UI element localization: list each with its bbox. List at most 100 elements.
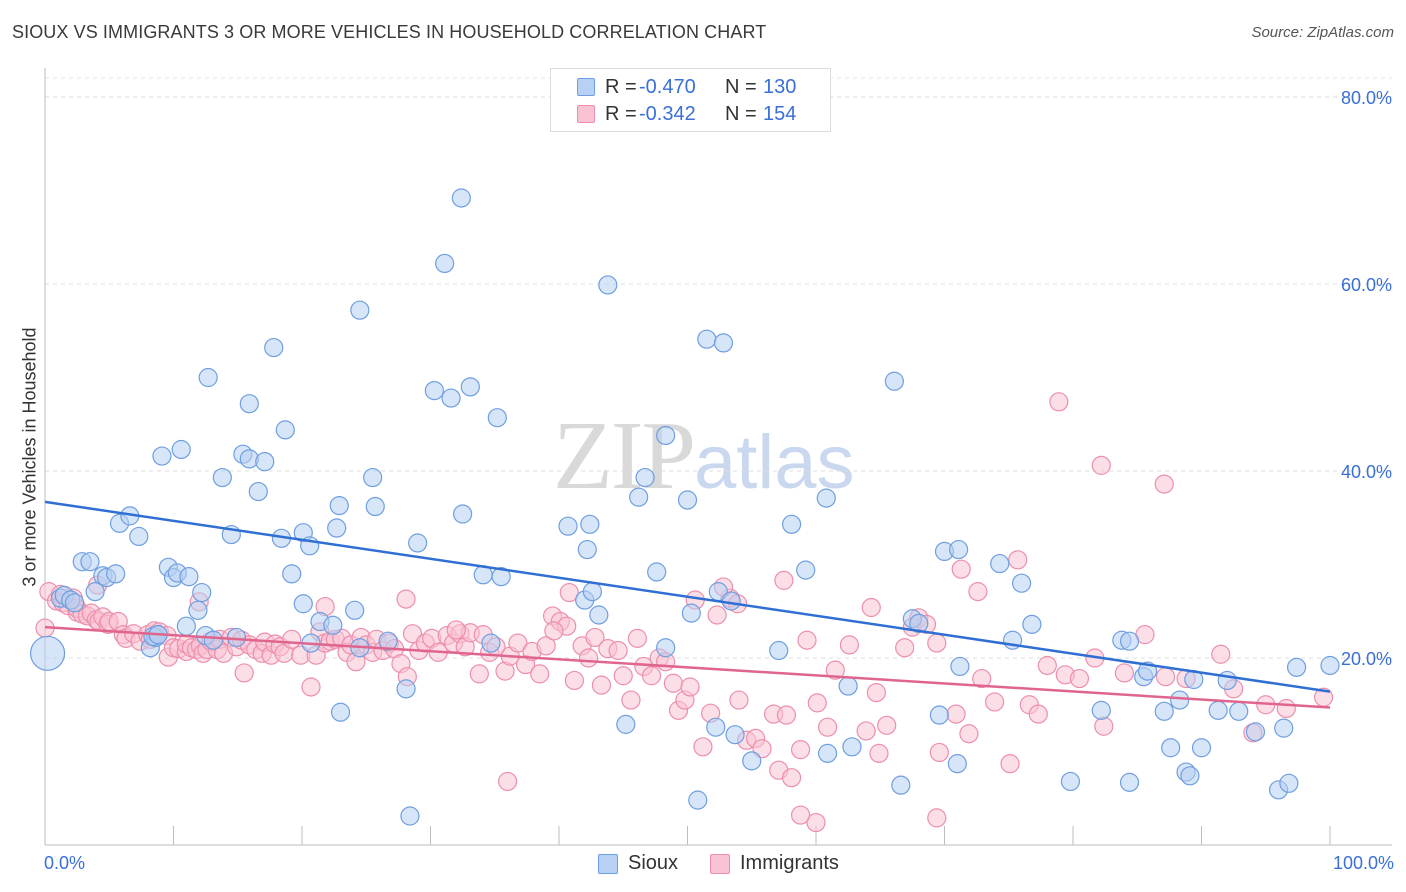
immigrants-point	[234, 663, 254, 683]
sioux-point	[323, 615, 343, 635]
sioux-point	[179, 567, 199, 587]
legend-swatch-immigrants	[577, 105, 595, 123]
immigrants-point	[663, 673, 683, 693]
sioux-point	[363, 467, 383, 488]
immigrants-point	[927, 808, 947, 828]
sioux-point	[212, 467, 232, 488]
immigrants-point	[781, 768, 802, 788]
sioux-point	[1191, 738, 1212, 758]
sioux-point	[424, 380, 444, 401]
immigrants-point	[807, 693, 827, 713]
immigrants-point	[946, 704, 966, 724]
legend-swatch-immigrants	[710, 853, 730, 874]
immigrants-point	[866, 682, 886, 703]
sioux-point	[1170, 690, 1190, 710]
legend-row-immigrants: R = -0.342 N = 154	[577, 102, 796, 126]
immigrants-point	[895, 638, 915, 658]
sioux-point	[85, 582, 105, 602]
immigrants-point	[693, 737, 713, 757]
sioux-point	[188, 600, 208, 620]
sioux-point	[152, 446, 172, 466]
sioux-point	[460, 377, 480, 397]
sioux-point	[688, 790, 708, 810]
sioux-point	[1091, 700, 1111, 720]
sioux-point	[176, 616, 196, 636]
watermark: ZIPatlas	[553, 400, 855, 512]
sioux-point	[947, 754, 967, 774]
legend-item-sioux[interactable]: Sioux	[598, 852, 678, 875]
legend-r-label: R =	[605, 102, 637, 125]
immigrants-point	[972, 668, 992, 689]
y-axis-title: 3 or more Vehicles in Household	[19, 327, 40, 587]
immigrants-point	[621, 690, 641, 710]
sioux-point	[64, 593, 85, 613]
legend-row-sioux: R = -0.470 N = 130	[577, 75, 796, 99]
immigrants-point	[927, 633, 947, 653]
sioux-point	[327, 518, 347, 538]
chart-title: SIOUX VS IMMIGRANTS 3 OR MORE VEHICLES I…	[12, 22, 767, 42]
legend-n-value: 154	[763, 102, 797, 125]
sioux-point	[1208, 700, 1228, 720]
sioux-point	[842, 737, 862, 757]
immigrants-point	[1037, 655, 1057, 676]
sioux-point	[629, 487, 649, 507]
sioux-point	[769, 640, 789, 661]
legend-r-value: -0.470	[639, 75, 696, 98]
sioux-point	[949, 539, 969, 560]
immigrants-point	[498, 771, 518, 792]
sioux-point	[400, 806, 420, 826]
legend-swatch-sioux	[577, 78, 595, 96]
immigrants-point	[817, 717, 838, 737]
y-tick-label: 60.0%	[1341, 275, 1392, 295]
sioux-point	[1274, 718, 1294, 738]
sioux-point	[1229, 701, 1249, 721]
sioux-point	[1060, 771, 1081, 792]
sioux-point	[725, 725, 745, 745]
immigrants-point	[797, 630, 817, 650]
trend-line-immigrants	[44, 625, 1331, 709]
immigrants-point	[1155, 667, 1176, 687]
immigrants-point	[508, 633, 528, 653]
immigrants-point	[559, 582, 579, 603]
sioux-point	[1279, 773, 1299, 793]
legend-item-immigrants[interactable]: Immigrants	[710, 852, 839, 875]
sioux-point	[451, 188, 471, 208]
immigrants-point	[680, 677, 700, 697]
sioux-point	[80, 552, 100, 572]
sioux-point	[558, 516, 578, 536]
y-tick-label: 80.0%	[1341, 88, 1392, 108]
sioux-point	[909, 613, 929, 634]
immigrants-point	[641, 666, 662, 686]
immigrants-point	[1008, 550, 1028, 570]
sioux-point	[891, 775, 911, 795]
sioux-point	[582, 582, 603, 602]
immigrants-point	[608, 640, 628, 661]
sioux-point	[487, 408, 507, 428]
x-axis-max-label: 100.0%	[1332, 853, 1394, 873]
sioux-point	[697, 329, 717, 349]
correlation-legend: R = -0.470 N = 130 R = -0.342 N = 154	[550, 68, 831, 132]
y-tick-labels: 20.0% 40.0% 60.0% 80.0%	[1341, 88, 1392, 669]
immigrants-point	[707, 605, 727, 625]
immigrants-point	[1114, 663, 1135, 683]
sioux-point	[396, 679, 416, 699]
immigrants-point	[790, 740, 811, 760]
immigrants-point	[591, 675, 612, 695]
sioux-point	[1011, 573, 1032, 593]
sioux-point	[950, 656, 970, 677]
sioux-point	[656, 425, 676, 446]
sioux-point	[106, 564, 126, 584]
sioux-point	[441, 388, 461, 408]
immigrants-point	[536, 636, 556, 656]
immigrants-point	[790, 805, 811, 825]
sioux-point	[293, 594, 313, 614]
sioux-point	[365, 496, 385, 517]
sioux-point	[713, 333, 734, 353]
sioux-point	[171, 439, 191, 460]
sioux-point	[598, 275, 618, 295]
sioux-point	[282, 564, 302, 584]
immigrants-point	[1028, 704, 1048, 724]
immigrants-point	[839, 635, 860, 655]
sioux-point	[1119, 631, 1140, 651]
sioux-point	[817, 743, 838, 763]
